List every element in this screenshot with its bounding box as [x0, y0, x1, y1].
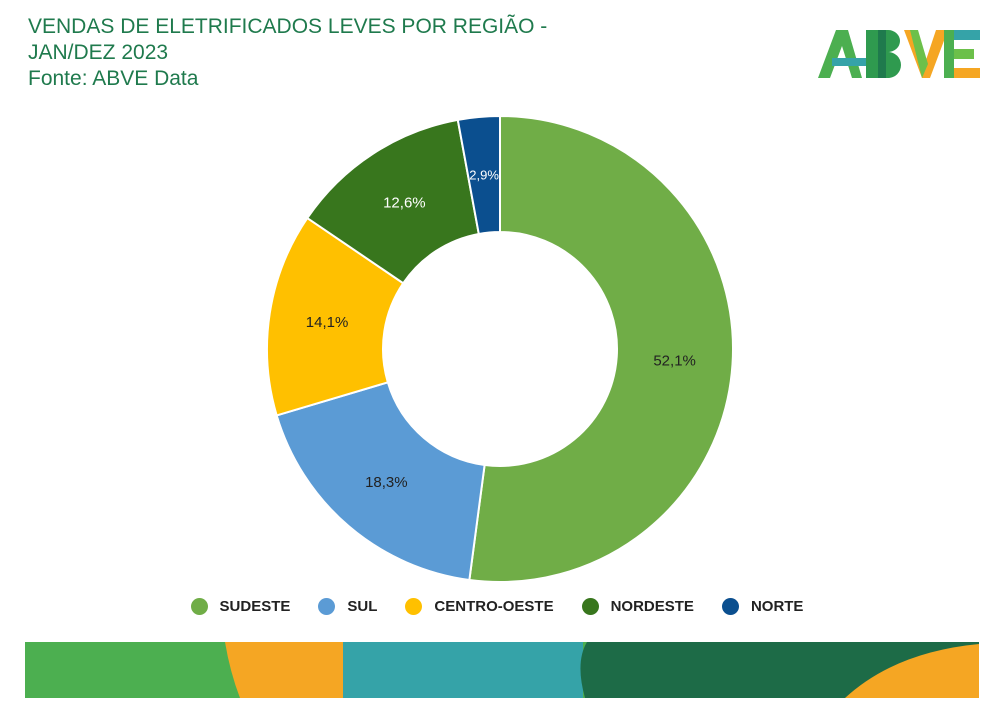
legend-item-sudeste: SUDESTE: [190, 598, 291, 615]
legend-swatch: [405, 598, 423, 615]
legend-swatch: [190, 598, 208, 615]
data-label-sul: 18,3%: [365, 474, 408, 491]
legend-label: CENTRO-OESTE: [434, 598, 554, 615]
title-line-2: JAN/DEZ 2023: [28, 41, 169, 64]
legend-item-norte: NORTE: [721, 598, 804, 615]
legend-item-centro-oeste: CENTRO-OESTE: [405, 598, 554, 615]
slice-sul: [275, 381, 486, 582]
title-line-1: VENDAS DE ELETRIFICADOS LEVES POR REGIÃO…: [28, 15, 548, 38]
data-label-nordeste: 12,6%: [383, 194, 426, 211]
legend-item-nordeste: NORDESTE: [581, 598, 694, 615]
legend-item-sul: SUL: [318, 598, 377, 615]
data-label-norte: 2,9%: [469, 168, 499, 183]
data-label-centro-oeste: 14,1%: [306, 314, 349, 331]
slice-norte: [456, 114, 501, 236]
legend-label: NORDESTE: [610, 598, 694, 615]
legend-swatch: [721, 598, 739, 615]
chart-legend: SUDESTE SUL CENTRO-OESTE NORDESTE NORTE: [0, 598, 994, 615]
legend-label: SUL: [347, 598, 378, 615]
data-label-sudeste: 52,1%: [653, 353, 696, 370]
legend-label: NORTE: [750, 598, 804, 615]
legend-swatch: [318, 598, 336, 615]
legend-swatch: [581, 598, 599, 615]
slice-sudeste: [468, 114, 734, 583]
source-text: Fonte: ABVE Data: [28, 67, 199, 90]
slice-centro-oeste: [266, 216, 405, 417]
decorative-footer-band: [25, 642, 979, 698]
legend-label: SUDESTE: [219, 598, 291, 615]
abve-logo: [818, 30, 980, 78]
chart-title: VENDAS DE ELETRIFICADOS LEVES POR REGIÃO…: [28, 14, 588, 92]
